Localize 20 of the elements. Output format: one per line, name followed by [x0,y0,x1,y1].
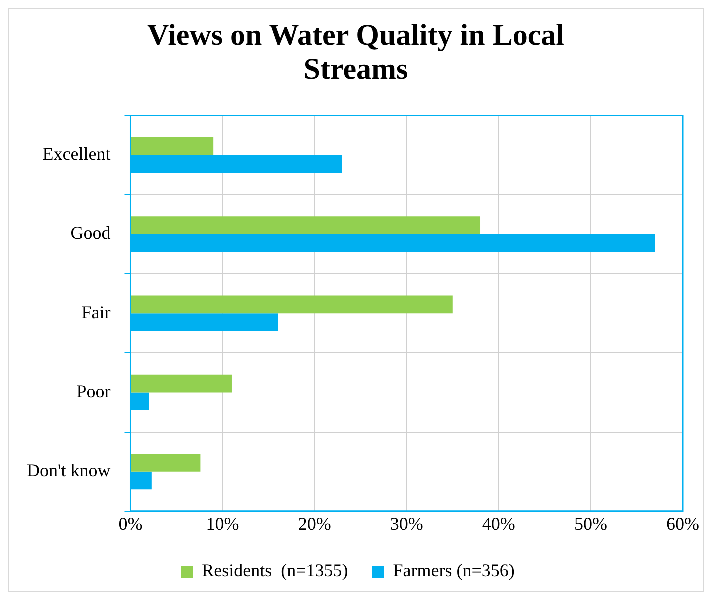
x-tick-label: 50% [574,514,608,534]
x-tick-label: 60% [666,514,700,534]
x-tick-label: 30% [390,514,424,534]
legend-label: Residents (n=1355) [202,560,348,581]
x-tick-label: 0% [118,514,143,534]
bar [131,296,453,314]
bar [131,454,201,472]
bar [131,374,232,393]
bar [131,216,481,234]
x-tick-label: 20% [298,514,332,534]
bar [131,138,214,156]
y-tick-label: Good [70,223,111,244]
y-tick-label: Fair [82,302,111,322]
y-tick-label: Poor [76,381,111,402]
legend-label: Farmers (n=356) [393,560,515,581]
y-tick-label: Don't know [26,460,111,481]
x-tick-label: 10% [206,514,240,534]
x-tick-label: 40% [482,514,516,534]
y-tick-label: Excellent [42,144,111,164]
chart-title: Views on Water Quality in Local Streams [146,19,566,87]
